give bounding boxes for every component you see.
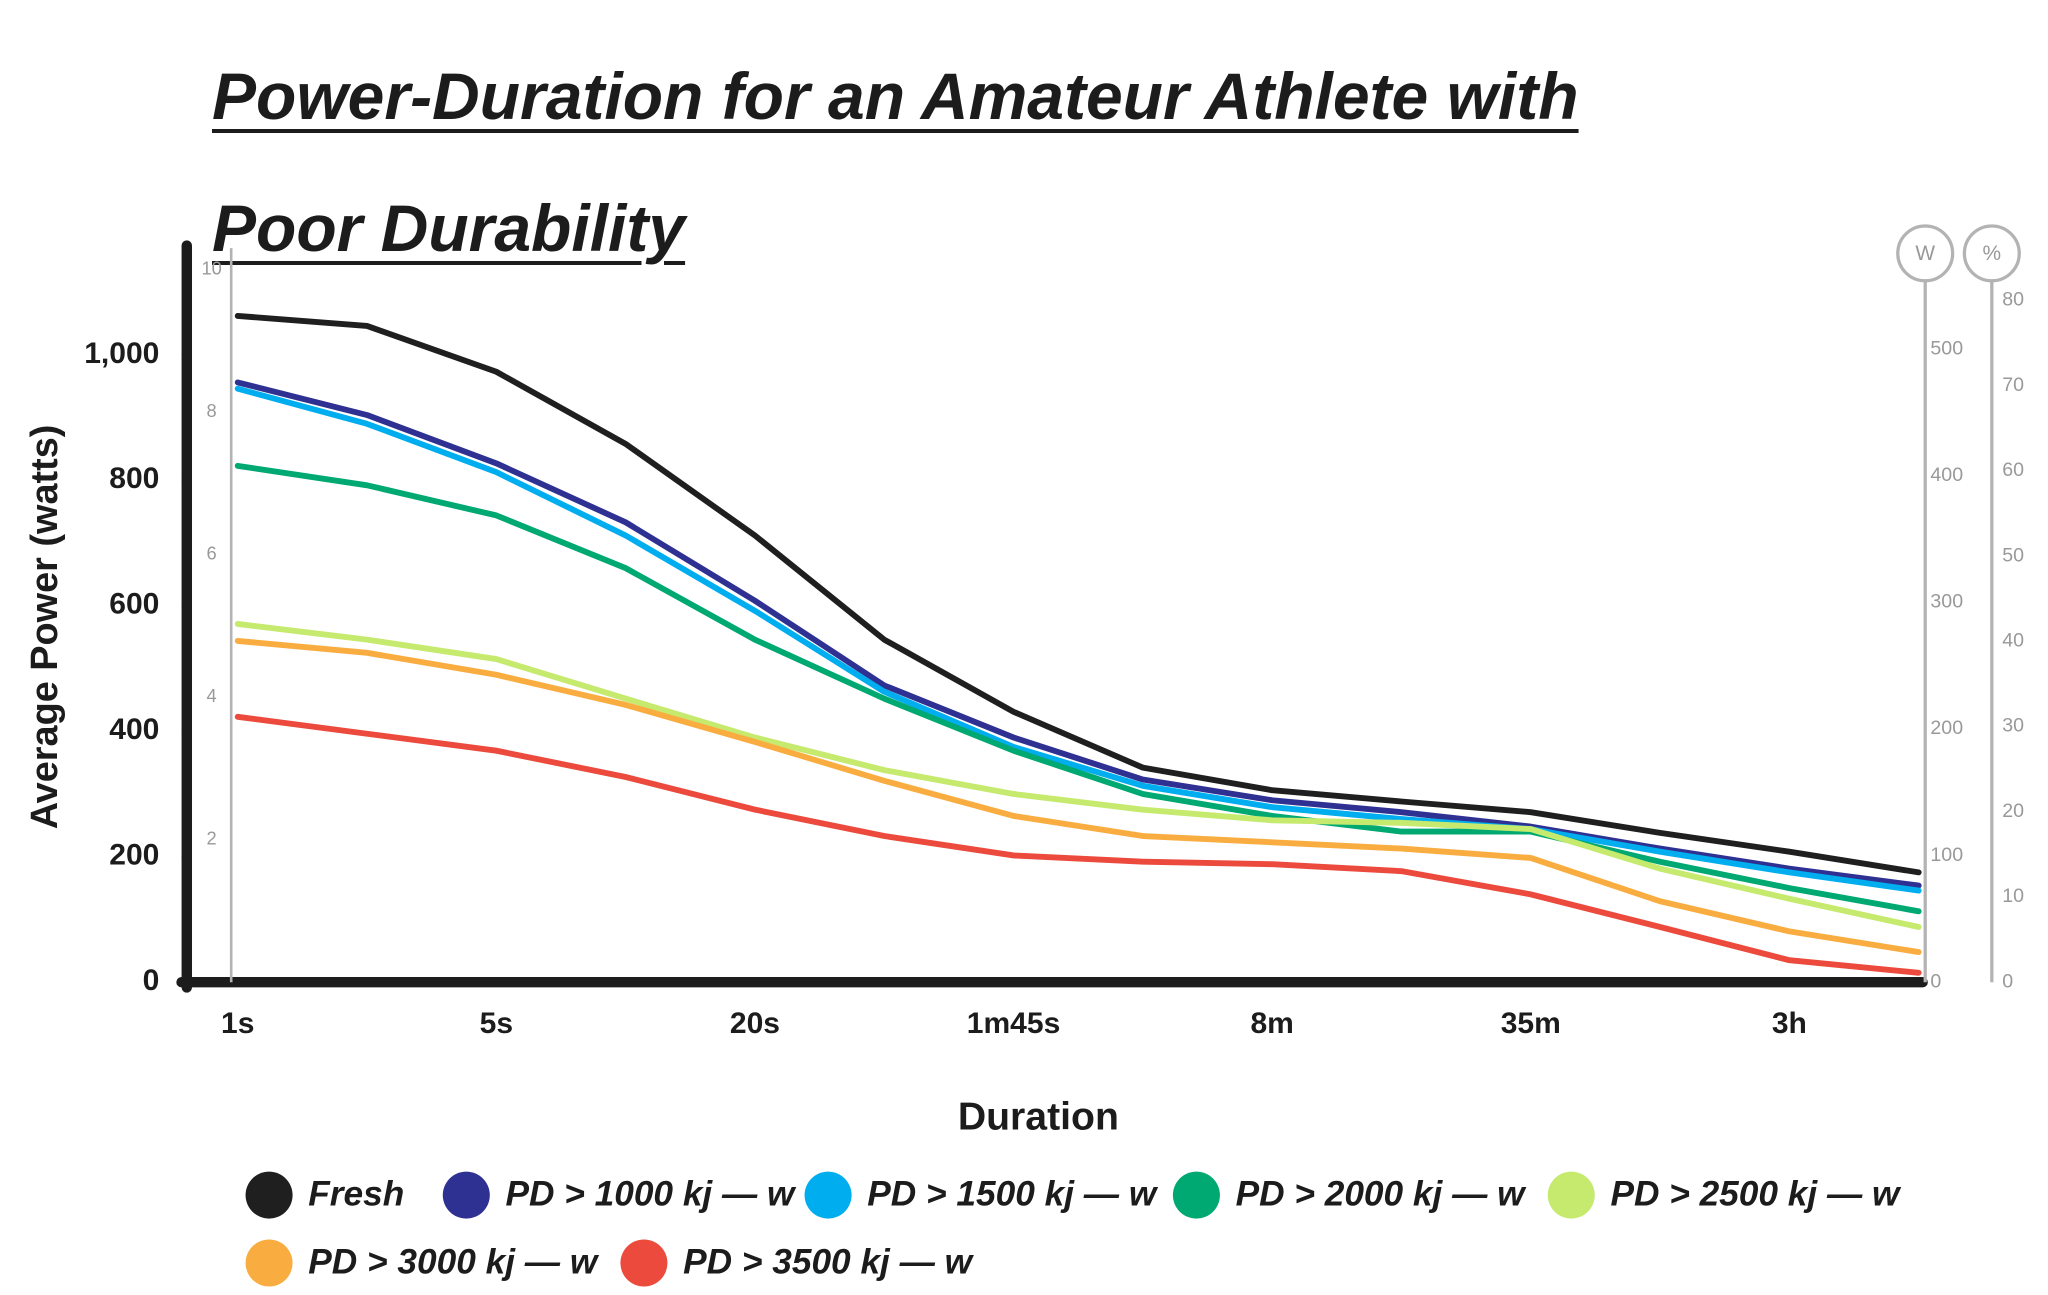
legend-label: PD > 2500 kj — w — [1610, 1175, 1902, 1214]
x-tick-label: 35m — [1501, 1007, 1561, 1040]
x-tick-label: 1m45s — [967, 1007, 1061, 1040]
x-tick-label: 8m — [1250, 1007, 1293, 1040]
pct-tick-label: 10 — [2002, 885, 2024, 907]
legend-label: PD > 1000 kj — w — [505, 1175, 797, 1214]
x-tick-label: 20s — [730, 1007, 780, 1040]
y-tick-label: 800 — [109, 462, 159, 495]
legend-label: PD > 2000 kj — w — [1236, 1175, 1528, 1214]
series-line — [234, 713, 1922, 976]
legend-label: Fresh — [308, 1175, 404, 1214]
x-tick-label: 1s — [221, 1007, 254, 1040]
legend-swatch — [442, 1171, 490, 1219]
pct-axis-label: % — [1983, 242, 2002, 265]
y-tick-label: 200 — [109, 839, 159, 872]
w-tick-label: 500 — [1930, 337, 1963, 359]
y-tick-label: 0 — [143, 964, 160, 997]
x-tick-label: 5s — [480, 1007, 513, 1040]
series-line — [234, 621, 1922, 930]
legend-swatch — [804, 1171, 852, 1219]
w-axis-badge — [1896, 224, 1955, 283]
y-axis-title: Average Power (watts) — [24, 425, 66, 830]
wkg-tick-label: 10 — [201, 257, 221, 278]
legend-label: PD > 3500 kj — w — [683, 1243, 975, 1282]
w-tick-label: 200 — [1930, 717, 1963, 739]
x-axis-title: Duration — [958, 1096, 1119, 1139]
series-line — [234, 462, 1922, 915]
legend-swatch — [1547, 1171, 1595, 1219]
x-tick-label: 3h — [1772, 1007, 1807, 1040]
chart-title: Power-Duration for an Amateur Athlete wi… — [212, 59, 1579, 265]
pct-tick-label: 30 — [2002, 715, 2024, 737]
legend-swatch — [245, 1239, 293, 1287]
y-tick-label: 600 — [109, 588, 159, 621]
legend-label: PD > 3000 kj — w — [308, 1243, 600, 1282]
pct-tick-label: 0 — [2002, 970, 2013, 992]
y-tick-label: 1,000 — [84, 337, 159, 370]
y-tick-label: 400 — [109, 713, 159, 746]
w-tick-label: 0 — [1930, 970, 1941, 992]
legend-swatch — [620, 1239, 668, 1287]
legend-label: PD > 1500 kj — w — [867, 1175, 1159, 1214]
wkg-tick-label: 6 — [207, 542, 217, 563]
series-line — [234, 312, 1922, 876]
pct-tick-label: 70 — [2002, 374, 2024, 396]
legend-swatch — [245, 1171, 293, 1219]
pct-tick-label: 60 — [2002, 459, 2024, 481]
wkg-tick-label: 4 — [207, 685, 217, 706]
w-axis-label: W — [1915, 242, 1935, 265]
w-tick-label: 100 — [1930, 844, 1963, 866]
pct-tick-label: 40 — [2002, 629, 2024, 651]
pct-tick-label: 80 — [2002, 289, 2024, 311]
series-line — [234, 379, 1922, 889]
w-tick-label: 300 — [1930, 591, 1963, 613]
wkg-tick-label: 2 — [207, 827, 217, 848]
series-line — [234, 385, 1922, 894]
series-line — [234, 637, 1922, 956]
pct-axis-badge — [1962, 224, 2021, 283]
legend-swatch — [1172, 1171, 1220, 1219]
pct-tick-label: 50 — [2002, 544, 2024, 566]
w-tick-label: 400 — [1930, 464, 1963, 486]
wkg-tick-label: 8 — [207, 400, 217, 421]
pct-tick-label: 20 — [2002, 800, 2024, 822]
